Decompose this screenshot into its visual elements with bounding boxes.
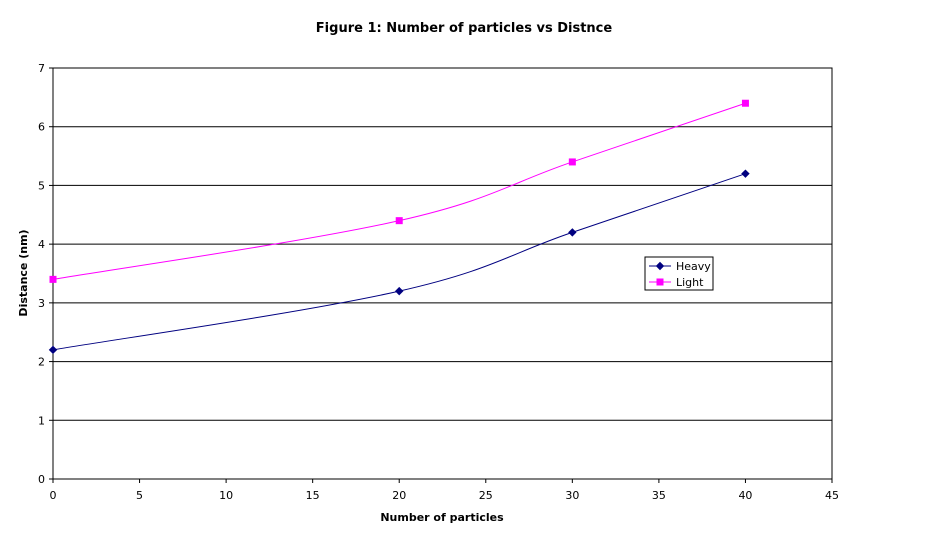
series-light bbox=[49, 99, 749, 283]
x-tick-label-45: 45 bbox=[825, 489, 839, 502]
data-point-light-40 bbox=[741, 99, 749, 107]
series-heavy bbox=[48, 169, 750, 355]
series-line-light bbox=[52, 102, 746, 280]
y-tick-label-7: 7 bbox=[38, 62, 45, 75]
plot-border bbox=[52, 67, 833, 480]
legend-label-heavy: Heavy bbox=[676, 260, 711, 273]
data-point-heavy-40 bbox=[741, 169, 750, 178]
chart-title: Figure 1: Number of particles vs Distnce bbox=[316, 21, 613, 36]
y-tick-label-0: 0 bbox=[38, 473, 45, 486]
x-tick-label-35: 35 bbox=[652, 489, 666, 502]
x-tick-label-20: 20 bbox=[392, 489, 406, 502]
legend-item-light: Light bbox=[649, 276, 704, 289]
legend-item-heavy: Heavy bbox=[649, 260, 711, 273]
data-point-heavy-20 bbox=[395, 286, 404, 296]
x-tick-label-5: 5 bbox=[136, 489, 143, 502]
y-tick-label-5: 5 bbox=[38, 179, 45, 192]
grid-lines bbox=[53, 67, 832, 421]
legend: Heavy Light bbox=[644, 256, 714, 291]
data-point-light-0 bbox=[49, 275, 57, 283]
x-axis-label: Number of particles bbox=[380, 511, 504, 524]
plot-area bbox=[52, 67, 833, 480]
x-tick-label-15: 15 bbox=[306, 489, 320, 502]
y-tick-label-6: 6 bbox=[38, 121, 45, 134]
y-axis-label: Distance (nm) bbox=[17, 229, 30, 316]
y-tick-label-1: 1 bbox=[38, 414, 45, 427]
y-tick-label-2: 2 bbox=[38, 356, 45, 369]
legend-marker-heavy bbox=[655, 261, 665, 271]
y-tick-label-4: 4 bbox=[38, 238, 45, 251]
x-tick-label-25: 25 bbox=[479, 489, 493, 502]
x-tick-label-30: 30 bbox=[565, 489, 579, 502]
data-point-light-20 bbox=[395, 217, 403, 225]
y-tick-label-3: 3 bbox=[38, 297, 45, 310]
x-tick-label-10: 10 bbox=[219, 489, 233, 502]
legend-marker-light bbox=[656, 278, 664, 286]
axes bbox=[52, 68, 832, 480]
data-point-heavy-0 bbox=[48, 345, 58, 355]
data-point-light-30 bbox=[568, 158, 576, 166]
series-line-heavy bbox=[52, 173, 746, 351]
x-tick-label-0: 0 bbox=[50, 489, 57, 502]
data-point-heavy-30 bbox=[568, 228, 577, 237]
legend-label-light: Light bbox=[676, 276, 704, 289]
series-layer bbox=[48, 99, 750, 355]
legend-box bbox=[644, 256, 714, 291]
x-tick-label-40: 40 bbox=[738, 489, 752, 502]
